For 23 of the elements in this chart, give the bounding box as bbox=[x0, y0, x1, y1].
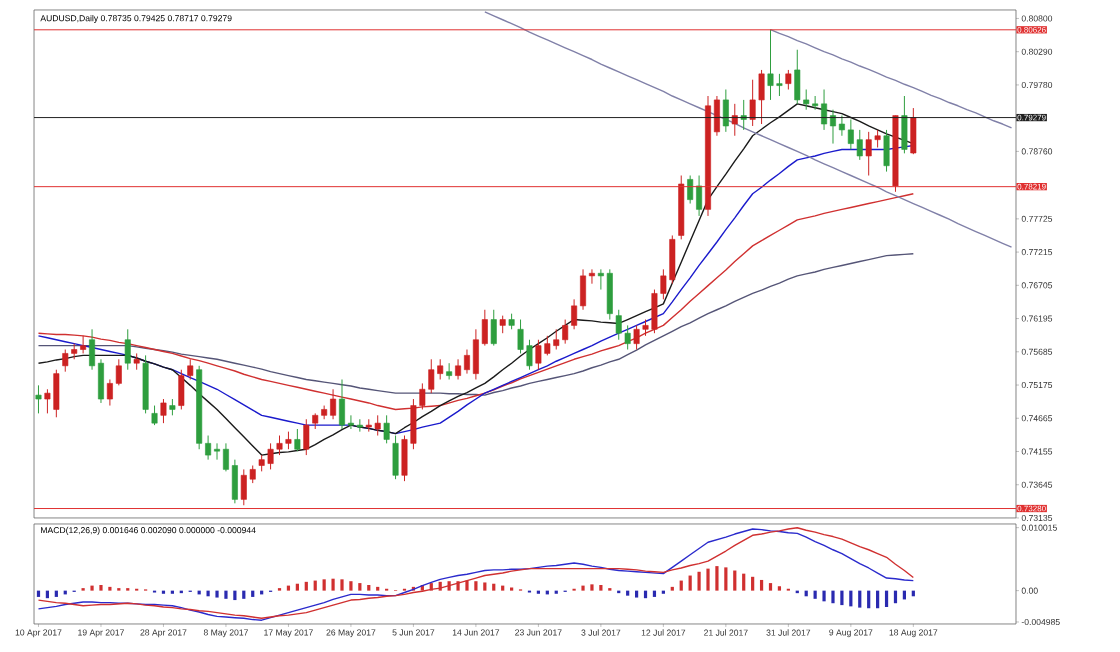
candlestick bbox=[687, 175, 694, 205]
candlestick bbox=[392, 435, 399, 480]
candlestick bbox=[722, 88, 729, 133]
candlestick bbox=[901, 95, 908, 154]
candlestick bbox=[142, 354, 149, 414]
candlestick bbox=[856, 129, 863, 161]
candlestick bbox=[124, 328, 131, 371]
candlestick bbox=[35, 384, 42, 414]
candlestick bbox=[356, 418, 363, 433]
candlestick bbox=[294, 428, 301, 452]
candlestick bbox=[731, 103, 738, 137]
candlestick bbox=[606, 268, 613, 321]
candlestick bbox=[160, 398, 167, 424]
candlestick bbox=[490, 309, 497, 347]
line-series bbox=[769, 28, 1013, 129]
candlestick bbox=[151, 405, 158, 426]
candlestick bbox=[303, 418, 310, 456]
candlestick bbox=[383, 414, 390, 444]
candlestick bbox=[785, 69, 792, 90]
candlestick bbox=[910, 107, 917, 155]
candlestick bbox=[883, 129, 890, 173]
candlestick bbox=[455, 358, 462, 380]
candlestick bbox=[446, 362, 453, 380]
